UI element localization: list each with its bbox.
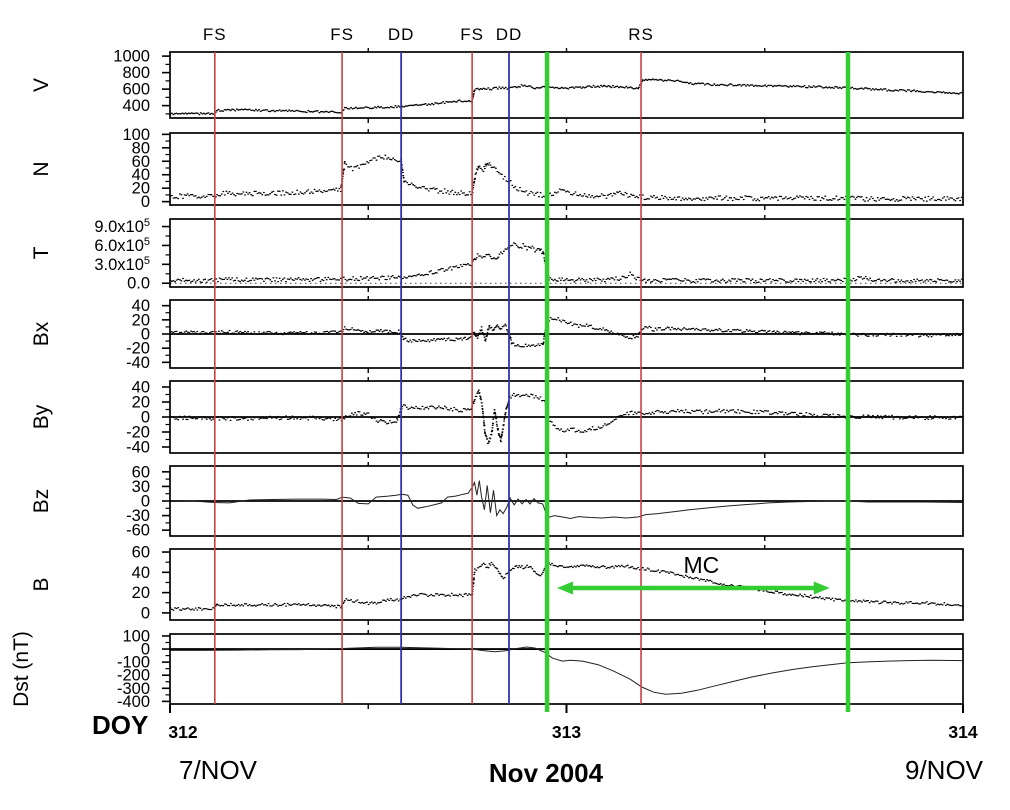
- y-tick-label: 0: [141, 409, 150, 427]
- date-label-center: Nov 2004: [488, 758, 604, 788]
- x-axis: 312 313 314: [168, 704, 978, 742]
- series-Bz: [170, 480, 963, 520]
- y-tick-label: -400: [117, 693, 150, 711]
- y-tick-label: 0: [141, 493, 150, 511]
- series-N: [170, 154, 963, 202]
- series-T: [170, 242, 963, 284]
- event-label-RS: RS: [628, 25, 654, 44]
- y-tick-label: 0: [141, 326, 150, 344]
- event-label-FS: FS: [330, 25, 354, 44]
- panel-ylabel-Dst: Dst (nT): [10, 631, 33, 707]
- y-tick-label: -60: [126, 522, 150, 540]
- y-tick-label: -100: [117, 654, 150, 672]
- y-tick-label: -40: [126, 439, 150, 457]
- y-tick-label: 20: [132, 311, 150, 329]
- event-label-FS: FS: [203, 25, 227, 44]
- y-tick-label: 3.0x105: [94, 255, 150, 274]
- panel-B: 0 20 40 60 B: [30, 544, 964, 625]
- y-tick-label: -20: [126, 340, 150, 358]
- y-tick-label: 0: [141, 641, 150, 659]
- y-tick-label: 0: [141, 193, 150, 211]
- panel-Dst: 1000-100-200-300-400 Dst (nT): [10, 627, 964, 711]
- y-tick-label: 20: [132, 394, 150, 412]
- series-Bx: [170, 316, 963, 348]
- y-tick-label: -40: [126, 354, 150, 372]
- y-tick-label: 30: [132, 478, 150, 496]
- y-tick-label: 9.0x105: [94, 217, 150, 236]
- panel-ylabel-V: V: [30, 78, 53, 92]
- date-label-right: 9/NOV: [904, 755, 984, 785]
- y-tick-label: 800: [122, 64, 150, 82]
- series-Dst: [170, 646, 963, 695]
- x-tick-label: 314: [948, 722, 977, 742]
- y-tick-label: 100: [122, 126, 150, 144]
- y-tick-label: 60: [132, 544, 150, 562]
- y-tick-label: 6.0x105: [94, 236, 150, 255]
- mc-label: MC: [683, 552, 719, 578]
- y-tick-label: 40: [132, 166, 150, 184]
- event-label-DD: DD: [496, 25, 523, 44]
- y-tick-label: 0.0: [127, 275, 150, 293]
- panel-border-N: [169, 132, 964, 206]
- event-lines: FS FS DD FS DD RS: [203, 25, 851, 712]
- panel-ylabel-T: T: [30, 246, 53, 259]
- panel-ylabel-Bx: Bx: [30, 321, 53, 346]
- y-tick-label: 60: [132, 153, 150, 171]
- y-tick-label: -30: [126, 507, 150, 525]
- y-tick-label: -20: [126, 424, 150, 442]
- y-tick-label: 600: [122, 81, 150, 99]
- y-tick-label: 40: [132, 297, 150, 315]
- panel-ylabel-B: B: [30, 577, 53, 591]
- date-label-left: 7/NOV: [178, 755, 258, 785]
- panel-ylabel-By: By: [30, 404, 53, 429]
- panel-border-B: [169, 548, 964, 621]
- mc-arrowhead-left: [556, 581, 573, 595]
- y-tick-label: 80: [132, 139, 150, 157]
- event-label-FS: FS: [460, 25, 484, 44]
- y-tick-label: -300: [117, 680, 150, 698]
- y-tick-label: 100: [122, 627, 150, 645]
- series-V: [170, 78, 963, 116]
- panel-border-By: [169, 380, 964, 454]
- y-tick-label: 40: [132, 564, 150, 582]
- x-axis-title: DOY: [92, 710, 149, 740]
- x-tick-label: 312: [168, 722, 197, 742]
- panel-ylabel-Bz: Bz: [30, 489, 53, 514]
- y-tick-label: 0: [141, 604, 150, 622]
- panel-border-Dst: [169, 633, 964, 705]
- mc-annotation: MC: [556, 552, 830, 595]
- mc-arrowhead-right: [813, 581, 830, 595]
- y-tick-label: -200: [117, 667, 150, 685]
- panel-border-V: [169, 51, 964, 119]
- panel-border-Bz: [169, 465, 964, 537]
- x-tick-label: 313: [552, 722, 581, 742]
- panel-border-T: [169, 218, 964, 288]
- y-tick-label: 20: [132, 584, 150, 602]
- y-tick-label: 60: [132, 463, 150, 481]
- y-tick-label: 400: [122, 97, 150, 115]
- event-label-DD: DD: [388, 25, 415, 44]
- panel-ylabel-N: N: [30, 161, 53, 176]
- y-tick-label: 20: [132, 180, 150, 198]
- y-tick-label: 1000: [113, 48, 150, 66]
- panel-border-Bx: [169, 299, 964, 369]
- y-tick-label: 40: [132, 379, 150, 397]
